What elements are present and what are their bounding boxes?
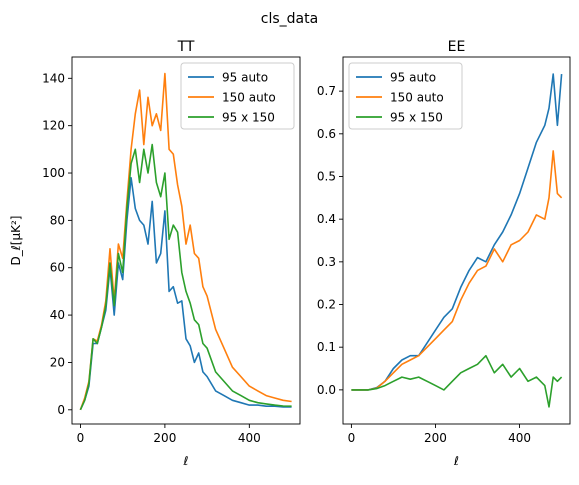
x-tick-label: 200 <box>424 431 447 445</box>
y-tick-label: 0 <box>57 403 65 417</box>
y-tick-label: 40 <box>50 308 65 322</box>
y-tick-label: 0.6 <box>317 127 336 141</box>
x-axis-label: ℓ <box>453 454 459 468</box>
x-tick-label: 400 <box>508 431 531 445</box>
x-axis-label: ℓ <box>183 454 189 468</box>
y-tick-label: 120 <box>42 119 65 133</box>
y-tick-label: 0.7 <box>317 84 336 98</box>
series-line-95-x-150 <box>79 143 292 411</box>
y-tick-label: 60 <box>50 261 65 275</box>
y-tick-label: 100 <box>42 166 65 180</box>
subplot-title: TT <box>177 39 195 55</box>
axes-frame <box>342 56 571 425</box>
legend-label: 95 x 150 <box>390 111 443 125</box>
x-tick-label: 200 <box>153 431 176 445</box>
legend-label: 150 auto <box>222 91 276 105</box>
y-axis-label: D_ℓ[μK²] <box>9 216 23 266</box>
legend-label: 95 x 150 <box>222 111 275 125</box>
legend-label: 150 auto <box>390 91 444 105</box>
plot-area <box>351 73 563 408</box>
y-tick-label: 140 <box>42 71 65 85</box>
subplot-ee: EE 0 200 400 0.0 0.1 0.2 0.3 0.4 0.5 0.6 0.7 ℓ 95 aut… <box>317 39 571 468</box>
series-line-95-x-150 <box>351 354 563 408</box>
axes-frame <box>71 56 301 425</box>
y-tick-label: 0.2 <box>317 298 336 312</box>
series-line-150-auto <box>351 150 563 391</box>
x-tick-label: 0 <box>77 431 85 445</box>
y-tick-label: 0.3 <box>317 255 336 269</box>
x-tick-label: 0 <box>348 431 356 445</box>
series-line-150-auto <box>79 72 292 411</box>
series-line-95-auto <box>351 73 563 391</box>
legend-label: 95 auto <box>222 71 268 85</box>
y-tick-label: 20 <box>50 355 65 369</box>
legend-box <box>348 62 463 130</box>
y-tick-label: 0.0 <box>317 383 336 397</box>
legend-box <box>180 62 295 130</box>
legend: 95 auto 150 auto 95 x 150 <box>180 62 295 130</box>
legend-label: 95 auto <box>390 71 436 85</box>
subplots: TT 0 200 400 0 20 40 60 80 100 120 140 ℓ D_ℓ[μK²] 95 a… <box>9 39 571 468</box>
x-tick-label: 400 <box>238 431 261 445</box>
y-tick-label: 80 <box>50 213 65 227</box>
y-tick-label: 0.5 <box>317 169 336 183</box>
subplot-title: EE <box>448 39 466 55</box>
legend: 95 auto 150 auto 95 x 150 <box>348 62 463 130</box>
plot-area <box>79 72 292 411</box>
subplot-tt: TT 0 200 400 0 20 40 60 80 100 120 140 ℓ D_ℓ[μK²] 95 a… <box>9 39 301 468</box>
y-tick-label: 0.4 <box>317 212 336 226</box>
figure-suptitle: cls_data <box>261 11 318 27</box>
y-tick-label: 0.1 <box>317 340 336 354</box>
